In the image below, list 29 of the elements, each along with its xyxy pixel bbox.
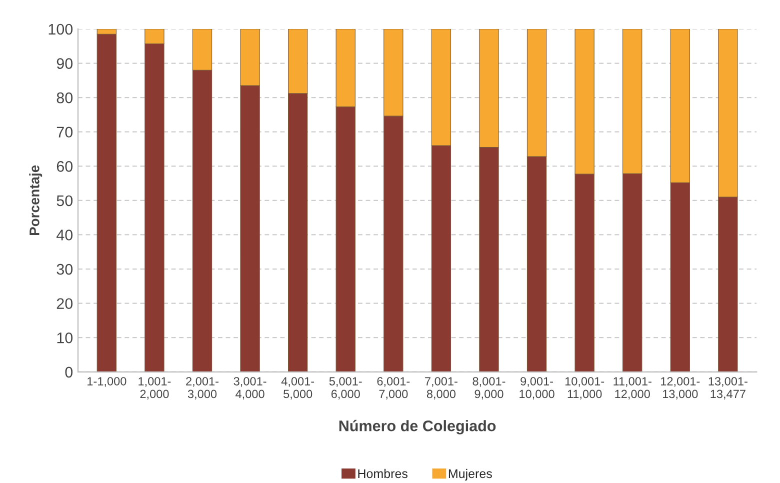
legend-label: Mujeres: [448, 468, 492, 481]
y-tick-label: 10: [57, 332, 73, 344]
x-tick-label: 6,001- 7,000: [377, 377, 410, 400]
y-tick-label: 30: [56, 264, 73, 275]
x-tick-label: 4,001- 5,000: [281, 377, 314, 400]
x-tick-label: 13,001- 13,477: [708, 377, 748, 400]
y-tick-label: 70: [56, 126, 73, 138]
y-tick-label: 50: [56, 195, 73, 206]
y-axis-title: Porcentaje: [29, 165, 42, 236]
x-tick-label: 10,001- 11,000: [565, 377, 604, 400]
y-tick-label: 80: [56, 92, 73, 104]
y-tick-label: 90: [56, 58, 73, 69]
x-tick-label: 1-1,000: [88, 377, 126, 387]
x-tick-label: 2,001- 3,000: [186, 377, 218, 400]
x-tick-label: 3,001- 4,000: [234, 377, 266, 400]
x-tick-label: 12,001- 13,000: [661, 377, 700, 400]
y-tick-label: 40: [56, 230, 73, 240]
x-axis-title: Número de Colegiado: [339, 420, 496, 434]
x-tick-label: 1,001- 2,000: [138, 377, 171, 400]
x-tick-label: 11,001- 12,000: [614, 377, 652, 400]
y-tick-label: 60: [56, 161, 73, 172]
x-tick-label: 8,001- 9,000: [472, 377, 506, 400]
y-tick-label: 0: [65, 366, 73, 378]
x-tick-label: 5,001- 6,000: [329, 377, 362, 400]
y-tick-label: 100: [48, 24, 73, 35]
legend-label: Hombres: [358, 468, 408, 478]
x-tick-label: 7,001- 8,000: [425, 377, 458, 400]
x-tick-label: 9,001- 10,000: [520, 377, 554, 400]
y-tick-label: 20: [56, 298, 73, 310]
